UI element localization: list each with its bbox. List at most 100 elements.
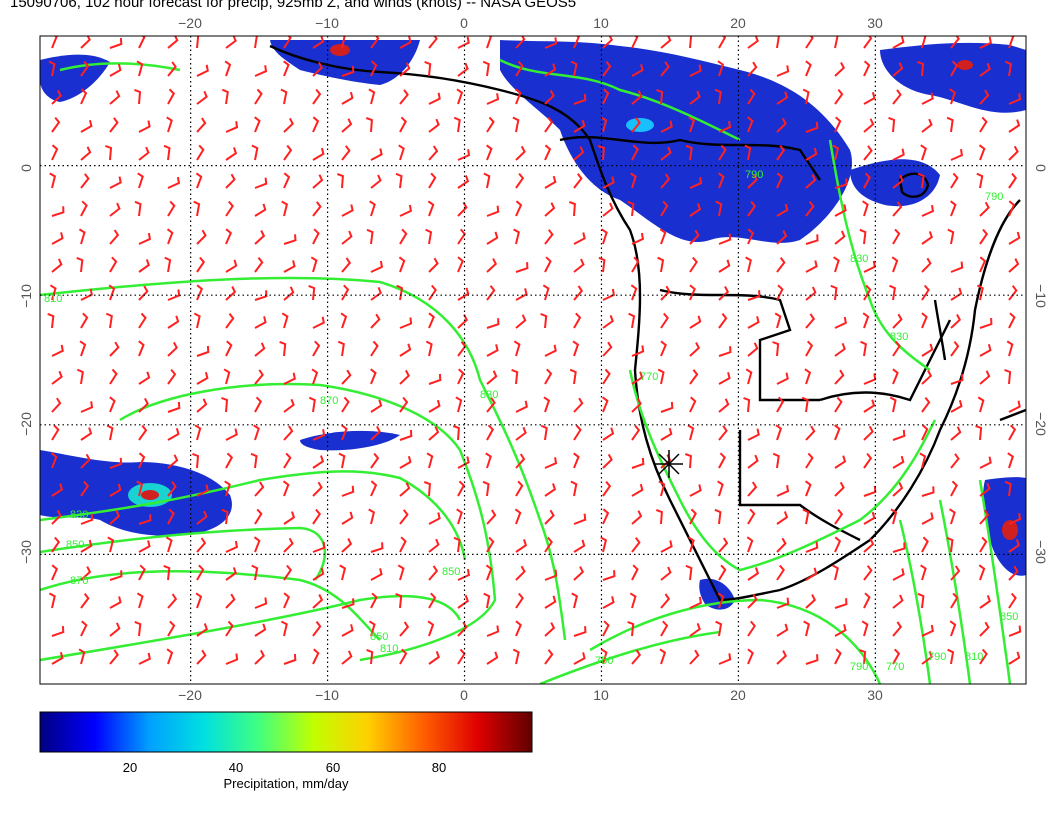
- wind-barb: [279, 340, 287, 357]
- wind-barb: [51, 144, 59, 161]
- wind-barb: [515, 400, 528, 413]
- wind-barb: [339, 564, 347, 581]
- wind-barb: [428, 565, 439, 581]
- wind-barb: [138, 259, 150, 273]
- wind-barb: [254, 116, 261, 133]
- wind-barb: [399, 509, 409, 525]
- wind-barb: [863, 118, 875, 133]
- wind-barb: [805, 260, 818, 273]
- wind-barb: [369, 200, 376, 217]
- wind-barb: [109, 176, 122, 189]
- wind-barb: [370, 340, 379, 357]
- wind-barb: [631, 424, 641, 441]
- wind-barb: [834, 62, 846, 77]
- wind-barb: [920, 564, 927, 581]
- wind-barb: [80, 312, 89, 329]
- wind-barb: [921, 370, 933, 385]
- wind-barb: [138, 146, 150, 161]
- wind-barb: [544, 344, 557, 357]
- wind-barb: [631, 564, 639, 581]
- wind-barb: [979, 36, 992, 49]
- wind-barb: [979, 318, 993, 329]
- wind-barb: [428, 373, 442, 385]
- wind-barb: [803, 620, 810, 637]
- wind-barb: [254, 649, 265, 665]
- wind-barb: [834, 116, 842, 133]
- wind-barb: [366, 648, 374, 665]
- wind-barb: [1008, 592, 1017, 609]
- wind-barb: [109, 63, 122, 77]
- wind-barb: [631, 144, 639, 161]
- wind-barb: [283, 234, 297, 245]
- wind-barb: [341, 145, 351, 161]
- wind-barb: [805, 234, 819, 245]
- wind-barb: [892, 542, 906, 553]
- wind-barb: [254, 290, 268, 301]
- wind-barb: [573, 539, 586, 553]
- wind-barb: [568, 201, 576, 217]
- wind-barb: [224, 480, 231, 497]
- border-central-2: [738, 430, 861, 542]
- contour-africa-790: [628, 369, 937, 572]
- lon-tick-label-top: 20: [730, 15, 746, 31]
- wind-barb: [602, 427, 615, 441]
- wind-barb: [834, 455, 847, 469]
- wind-barb: [311, 368, 319, 385]
- wind-barb: [51, 651, 64, 665]
- wind-barb: [950, 565, 961, 581]
- wind-barb: [602, 88, 610, 105]
- wind-barb: [312, 508, 322, 525]
- wind-barb: [776, 117, 787, 133]
- wind-barb: [718, 537, 729, 553]
- wind-barb: [515, 288, 528, 301]
- wind-barb: [1004, 368, 1012, 385]
- wind-barb: [776, 485, 790, 497]
- wind-barb: [486, 397, 496, 413]
- wind-barb: [515, 145, 526, 161]
- wind-barb: [283, 372, 296, 385]
- wind-barb: [513, 340, 521, 357]
- wind-barb: [573, 232, 586, 245]
- wind-barb: [801, 396, 809, 413]
- wind-barb: [425, 340, 433, 357]
- wind-barb: [660, 200, 669, 217]
- wind-barb: [312, 481, 323, 497]
- wind-barb: [51, 370, 63, 385]
- wind-barb: [225, 452, 234, 469]
- wind-barb: [718, 653, 732, 665]
- wind-barb: [138, 340, 145, 357]
- wind-barb: [805, 201, 815, 217]
- contour-850a: [40, 526, 327, 581]
- wind-barb: [631, 537, 641, 553]
- wind-barb: [51, 344, 64, 357]
- wind-barb: [225, 312, 235, 329]
- wind-barb: [979, 344, 992, 357]
- wind-barb: [747, 116, 754, 133]
- wind-barb: [167, 481, 177, 497]
- wind-barb: [105, 312, 113, 329]
- wind-barb: [863, 172, 871, 189]
- wind-barb: [109, 396, 116, 413]
- precip-peak-sw: [141, 490, 159, 500]
- wind-barb: [225, 620, 234, 637]
- wind-barb: [280, 88, 288, 105]
- wind-barb: [368, 88, 376, 105]
- wind-barb: [834, 178, 848, 189]
- wind-barb: [50, 452, 58, 469]
- wind-barb: [979, 648, 988, 665]
- wind-barb: [109, 202, 121, 217]
- wind-barb: [892, 340, 901, 357]
- wind-barb: [631, 232, 645, 245]
- contour-label: 870: [320, 395, 338, 407]
- wind-barb: [138, 120, 151, 133]
- wind-barb: [312, 228, 320, 245]
- wind-barb: [225, 428, 238, 441]
- wind-barb: [428, 118, 440, 133]
- wind-barb: [254, 623, 267, 637]
- wind-barb: [194, 424, 202, 441]
- wind-barb: [167, 200, 176, 217]
- wind-barb: [225, 36, 237, 49]
- wind-barb: [889, 284, 897, 301]
- wind-barb: [631, 457, 645, 469]
- wind-barb: [196, 345, 210, 357]
